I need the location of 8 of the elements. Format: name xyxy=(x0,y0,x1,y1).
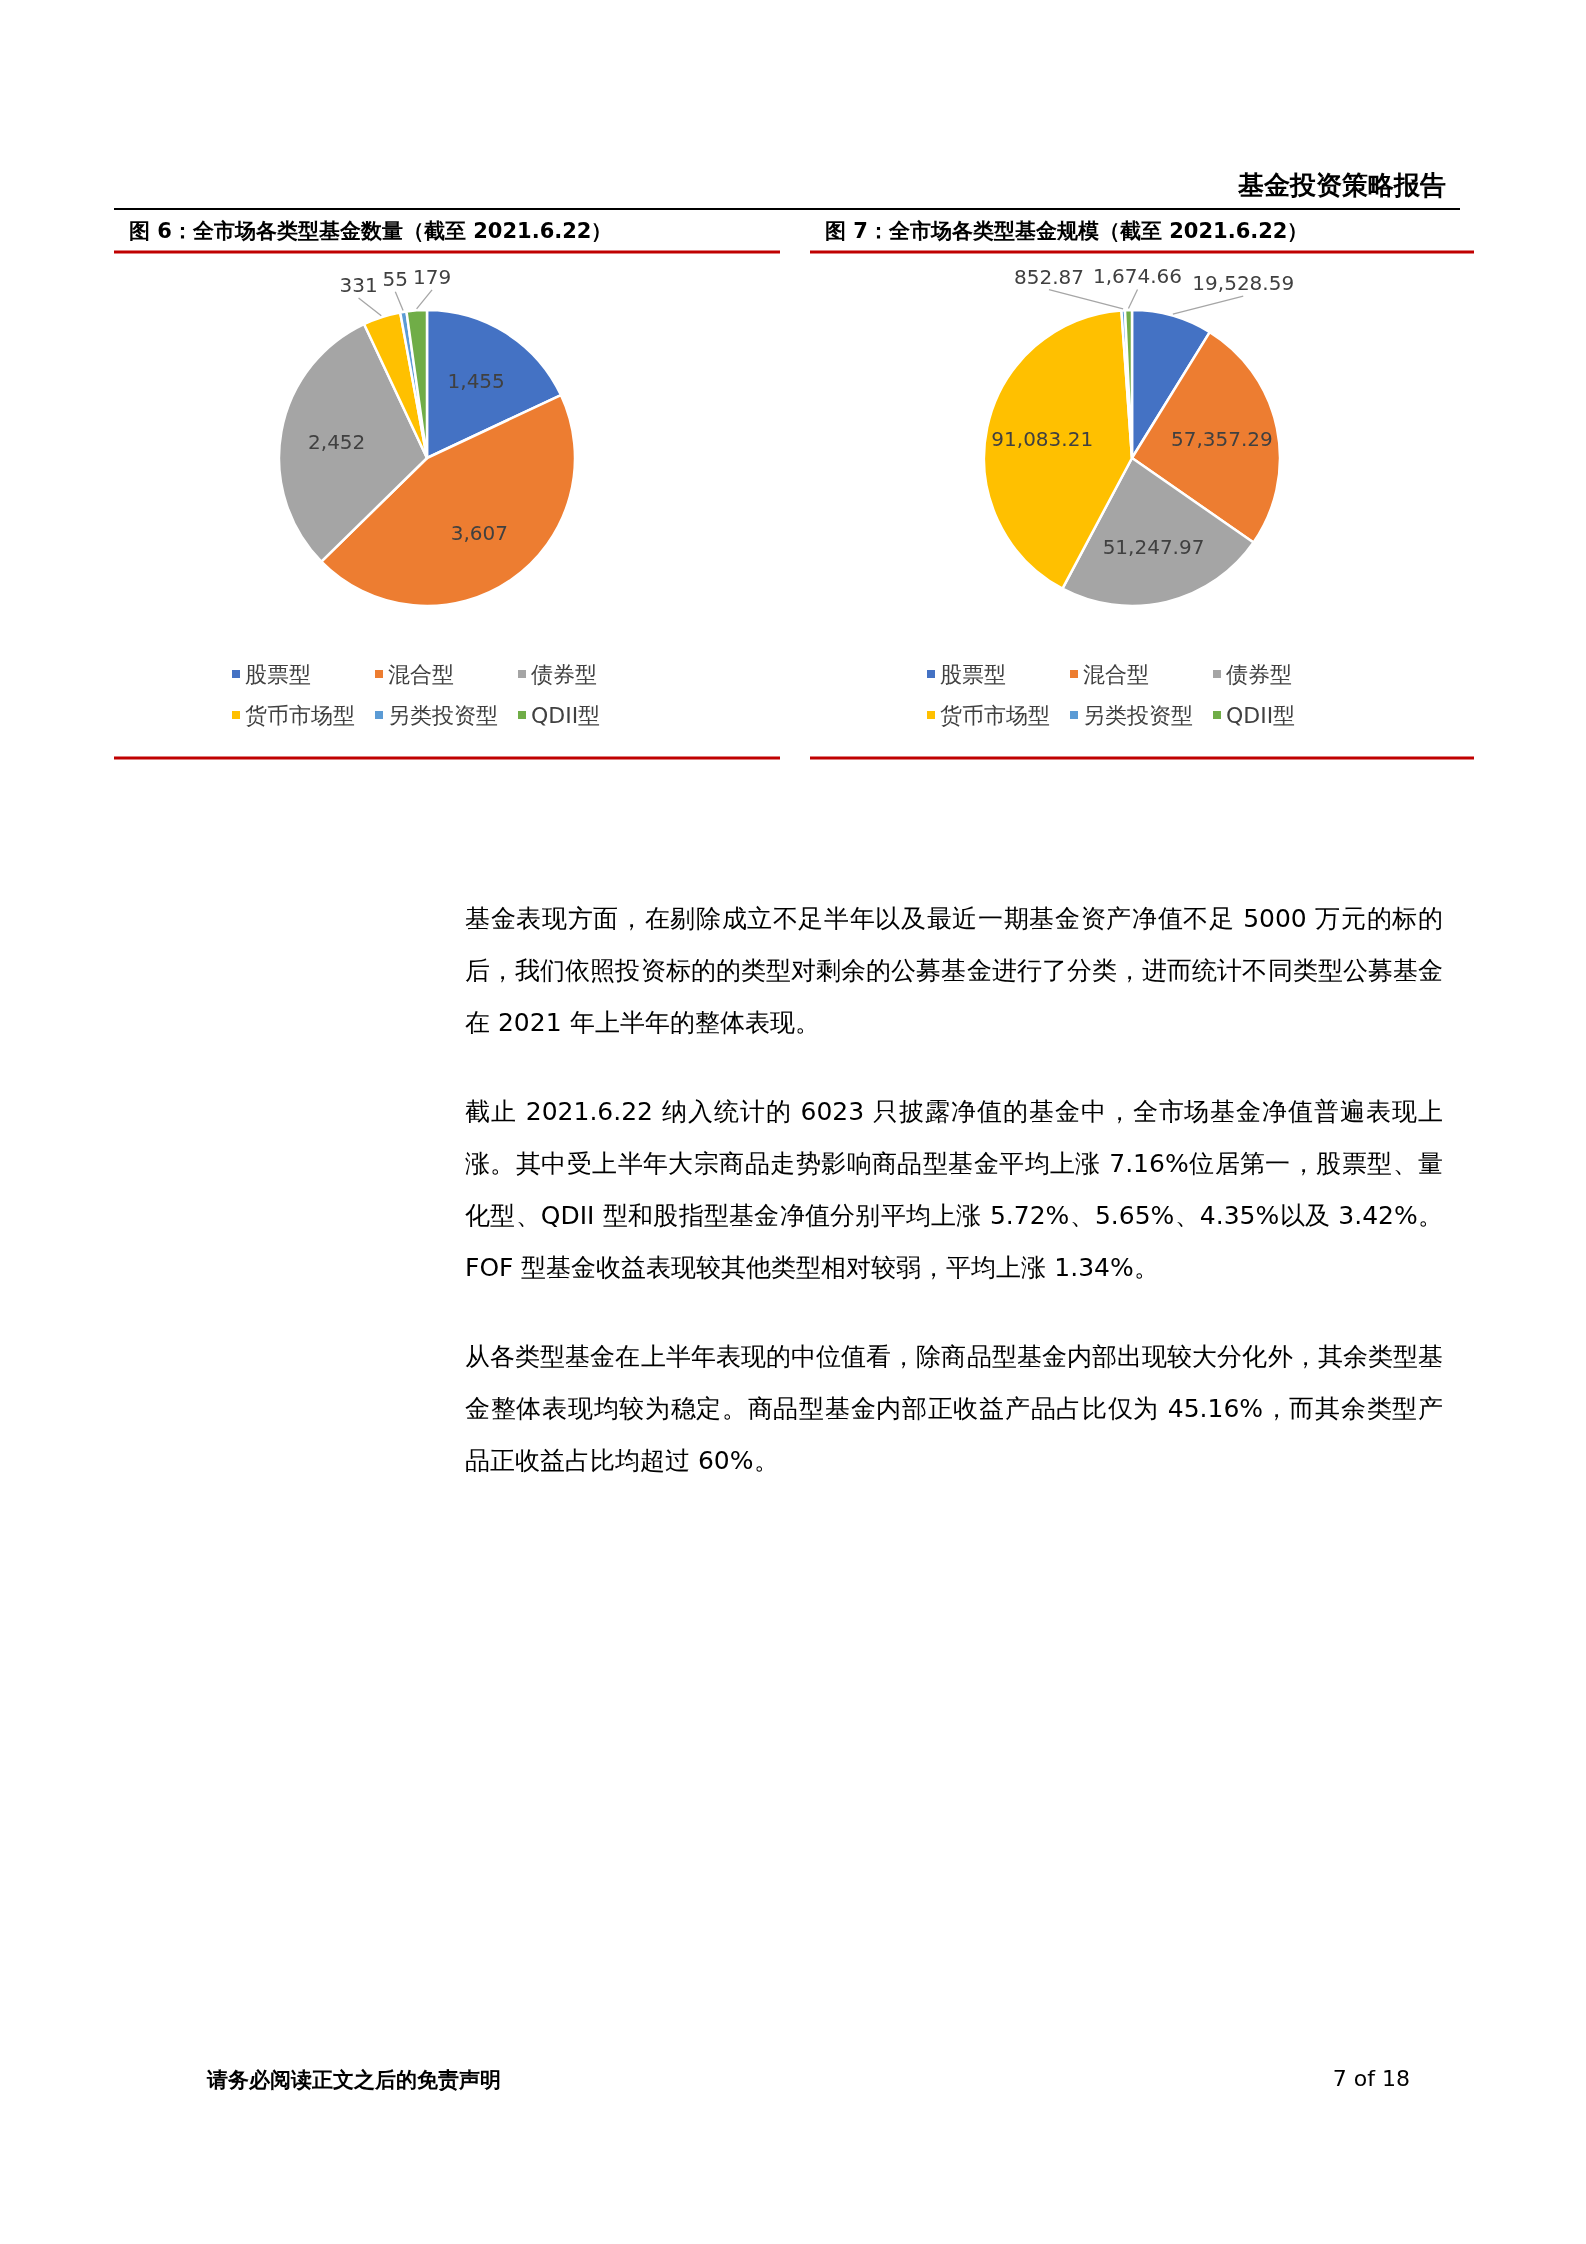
text: 基金投资策略报告 xyxy=(1238,169,1446,202)
title: 图 6：全市场各类型基金数量（截至 2021.6.22） xyxy=(129,219,613,243)
text: 从各类型基金在上半年表现的中位值看，除商品型基金内部出现较大分化外，其余类型基金整体表现均较为稳定。商品型基金内部正收益产品占比仅为 45.16%，而其余类型产品正收益占比均超过 60%。 xyxy=(465,1341,1443,1477)
text: 基金表现方面，在剔除成立不足半年以及最近一期基金资产净值不足 5000 万元的标的后，我们依照投资标的的类型对剩余的公募基金进行了分类，进而统计不同类型公募基金在 2021 年上半年的整体表现。 xyxy=(465,903,1443,1039)
text: 请务必阅读正文之后的免责声明 xyxy=(207,2066,501,2094)
text: 截止 2021.6.22 纳入统计的 6023 只披露净值的基金中，全市场基金净值普遍表现上涨。其中受上半年大宗商品走势影响商品型基金平均上涨 7.16%位居第一，股票型、量化型、QDII 型和股指型基金净值分别平均上涨 5.72%、5.65%、4.35%以及 3.42%。FOF 型基金收益表现较其他类型相对较弱，平均上涨 1.34%。 xyxy=(465,1096,1443,1284)
text: 7 of 18 xyxy=(1332,2066,1410,2091)
title: 图 7：全市场各类型基金规模（截至 2021.6.22） xyxy=(825,219,1309,243)
